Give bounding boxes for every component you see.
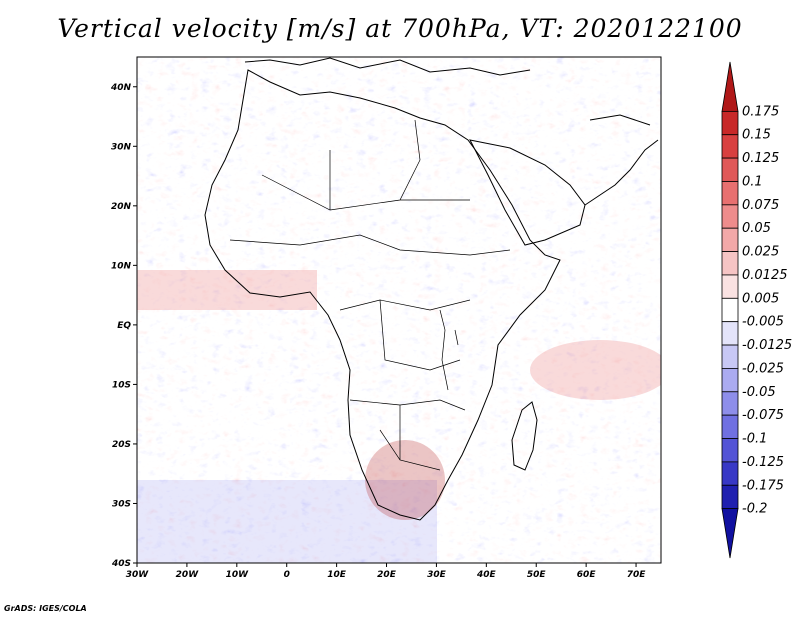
colorbar-label: -0.025: [742, 361, 784, 376]
colorbar-label: 0.1: [742, 174, 763, 189]
x-axis: 30W 20W 10W 0 10E 20E 30E 40E 50E 60E 70E: [126, 563, 646, 580]
map-title: Vertical velocity [m/s] at 700hPa, VT: 2…: [57, 14, 743, 43]
colorbar-label: 0.075: [742, 198, 779, 213]
colorbar-swatch: [721, 438, 739, 463]
colorbar-swatch: [721, 391, 739, 416]
colorbar-swatch: [721, 251, 739, 276]
colorbar-swatch: [721, 110, 739, 136]
y-tick-label: 20S: [112, 440, 131, 450]
colorbar-swatch: [721, 368, 739, 393]
colorbar-swatch: [721, 414, 739, 439]
colorbar-swatch: [721, 297, 739, 323]
colorbar-label: 0.125: [742, 151, 779, 166]
madagascar-coastline: [511, 401, 538, 471]
north-africa-border: [261, 119, 470, 211]
colorbar-label: 0.0125: [742, 268, 788, 283]
sahel-border: [229, 234, 511, 256]
asia-coastline: [584, 114, 659, 206]
coastlines: [204, 57, 659, 521]
x-tick-label: 10E: [327, 570, 347, 580]
southern-africa-border: [349, 399, 466, 471]
central-africa-border: [339, 299, 471, 371]
arabia-coastline: [469, 139, 586, 246]
colorbar-label: -0.1: [742, 432, 767, 447]
x-tick-label: 50E: [527, 570, 547, 580]
x-tick-label: 60E: [577, 570, 597, 580]
plot-frame: [136, 56, 662, 564]
colorbar-swatch: [721, 227, 739, 252]
y-tick-label: 10N: [111, 261, 132, 271]
colorbar-swatch: [721, 274, 739, 299]
colorbar-label: -0.0125: [742, 338, 792, 353]
colorbar-label: -0.125: [742, 455, 784, 470]
colorbar-label: 0.175: [742, 104, 779, 119]
south-africa-feature: [365, 440, 445, 520]
borders: [229, 119, 511, 471]
lakes: [439, 309, 459, 391]
colorbar-swatch: [721, 321, 739, 346]
y-tick-label: 40N: [110, 83, 132, 93]
x-tick-label: 70E: [627, 570, 647, 580]
africa-coastline: [204, 69, 561, 521]
velocity-field: [137, 57, 661, 563]
x-tick-label: 20E: [377, 570, 397, 580]
y-tick-label: EQ: [117, 321, 131, 331]
colorbar-label: -0.005: [742, 315, 784, 330]
colorbar-swatch: [721, 461, 739, 486]
y-tick-label: 10S: [112, 380, 131, 390]
x-tick-label: 30W: [126, 570, 150, 580]
colorbar-swatch: [721, 204, 739, 229]
y-tick-label: 20N: [111, 202, 132, 212]
colorbar-label: -0.2: [742, 502, 767, 517]
colorbar-label: -0.05: [742, 385, 776, 400]
x-tick-label: 20W: [176, 570, 200, 580]
colorbar-swatch: [721, 134, 739, 159]
colorbar-label: 0.05: [742, 221, 771, 236]
itcz-band: [137, 270, 317, 310]
colorbar-swatch: [721, 344, 739, 369]
x-tick-label: 10W: [226, 570, 250, 580]
colorbar-label: 0.025: [742, 245, 779, 260]
colorbar-label: 0.15: [742, 128, 771, 143]
colorbar-swatch: [721, 61, 739, 112]
colorbar-swatch: [721, 157, 739, 182]
y-tick-label: 40S: [111, 559, 131, 569]
x-tick-label: 0: [284, 570, 290, 580]
y-tick-label: 30S: [112, 499, 131, 509]
south-ocean-band: [137, 480, 437, 563]
colorbar: 0.175 0.15 0.125 0.1 0.075 0.05 0.025 0.0125 0.0…: [721, 61, 792, 559]
colorbar-label: -0.175: [742, 478, 784, 493]
x-tick-label: 30E: [427, 570, 447, 580]
y-tick-label: 30N: [111, 142, 132, 152]
europe-coastline: [244, 57, 531, 76]
indian-ocean-band: [530, 340, 661, 400]
colorbar-label: 0.005: [742, 291, 779, 306]
colorbar-swatch: [721, 181, 739, 206]
colorbar-swatch: [721, 484, 739, 510]
colorbar-swatch: [721, 508, 739, 559]
y-axis: 40N 30N 20N 10N EQ 10S 20S 30S 40S: [110, 83, 137, 569]
credit-text: GrADS: IGES/COLA: [4, 604, 87, 613]
x-tick-label: 40E: [476, 570, 497, 580]
colorbar-label: -0.075: [742, 408, 784, 423]
